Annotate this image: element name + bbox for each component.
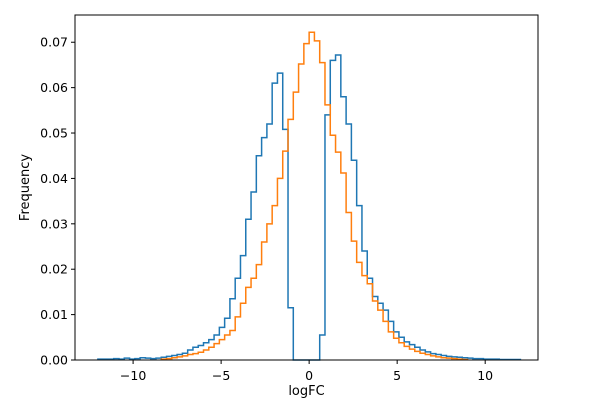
x-tick-label: 5: [393, 368, 401, 383]
y-tick-label: 0.00: [40, 353, 68, 368]
y-tick-label: 0.05: [40, 126, 68, 141]
x-tick-label: −5: [212, 368, 230, 383]
histogram-series-1: [97, 54, 522, 361]
y-tick-label: 0.04: [40, 171, 68, 186]
plot-frame: [74, 14, 539, 361]
y-axis-label: Frequency: [18, 154, 33, 221]
x-axis-label: logFC: [288, 384, 324, 399]
series-layer: [97, 31, 522, 361]
y-tick-label: 0.06: [40, 80, 68, 95]
y-axis: 0.00 0.01 0.02 0.03 0.04 0.05 0.06 0.07: [40, 35, 75, 368]
x-tick-label: 0: [305, 368, 313, 383]
histogram-series-2: [160, 31, 469, 361]
y-tick-label: 0.02: [40, 262, 68, 277]
y-tick-label: 0.07: [40, 35, 68, 50]
x-tick-label: −10: [120, 368, 146, 383]
x-axis: −10 −5 0 5 10: [120, 360, 493, 383]
y-tick-label: 0.01: [40, 307, 68, 322]
x-tick-label: 10: [477, 368, 493, 383]
y-tick-label: 0.03: [40, 216, 68, 231]
